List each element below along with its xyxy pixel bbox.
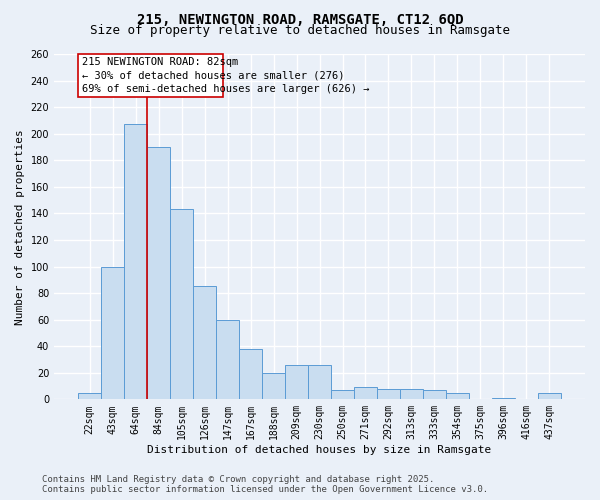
Bar	[423, 390, 446, 400]
Bar	[239, 349, 262, 400]
Text: 215 NEWINGTON ROAD: 82sqm: 215 NEWINGTON ROAD: 82sqm	[82, 58, 238, 68]
Bar	[101, 266, 124, 400]
Text: 69% of semi-detached houses are larger (626) →: 69% of semi-detached houses are larger (…	[82, 84, 369, 94]
Bar	[354, 388, 377, 400]
Bar	[538, 392, 561, 400]
Bar	[331, 390, 354, 400]
X-axis label: Distribution of detached houses by size in Ramsgate: Distribution of detached houses by size …	[148, 445, 491, 455]
Bar	[170, 210, 193, 400]
Bar	[446, 392, 469, 400]
Bar	[193, 286, 216, 400]
Text: Size of property relative to detached houses in Ramsgate: Size of property relative to detached ho…	[90, 24, 510, 37]
Bar	[285, 365, 308, 400]
Bar	[377, 388, 400, 400]
Bar	[216, 320, 239, 400]
Text: 215, NEWINGTON ROAD, RAMSGATE, CT12 6QD: 215, NEWINGTON ROAD, RAMSGATE, CT12 6QD	[137, 12, 463, 26]
FancyBboxPatch shape	[78, 54, 223, 96]
Bar	[308, 365, 331, 400]
Bar	[124, 124, 147, 400]
Y-axis label: Number of detached properties: Number of detached properties	[15, 129, 25, 324]
Bar	[492, 398, 515, 400]
Bar	[78, 392, 101, 400]
Text: ← 30% of detached houses are smaller (276): ← 30% of detached houses are smaller (27…	[82, 70, 344, 81]
Bar	[147, 147, 170, 400]
Text: Contains HM Land Registry data © Crown copyright and database right 2025.
Contai: Contains HM Land Registry data © Crown c…	[42, 474, 488, 494]
Bar	[262, 373, 285, 400]
Bar	[400, 388, 423, 400]
